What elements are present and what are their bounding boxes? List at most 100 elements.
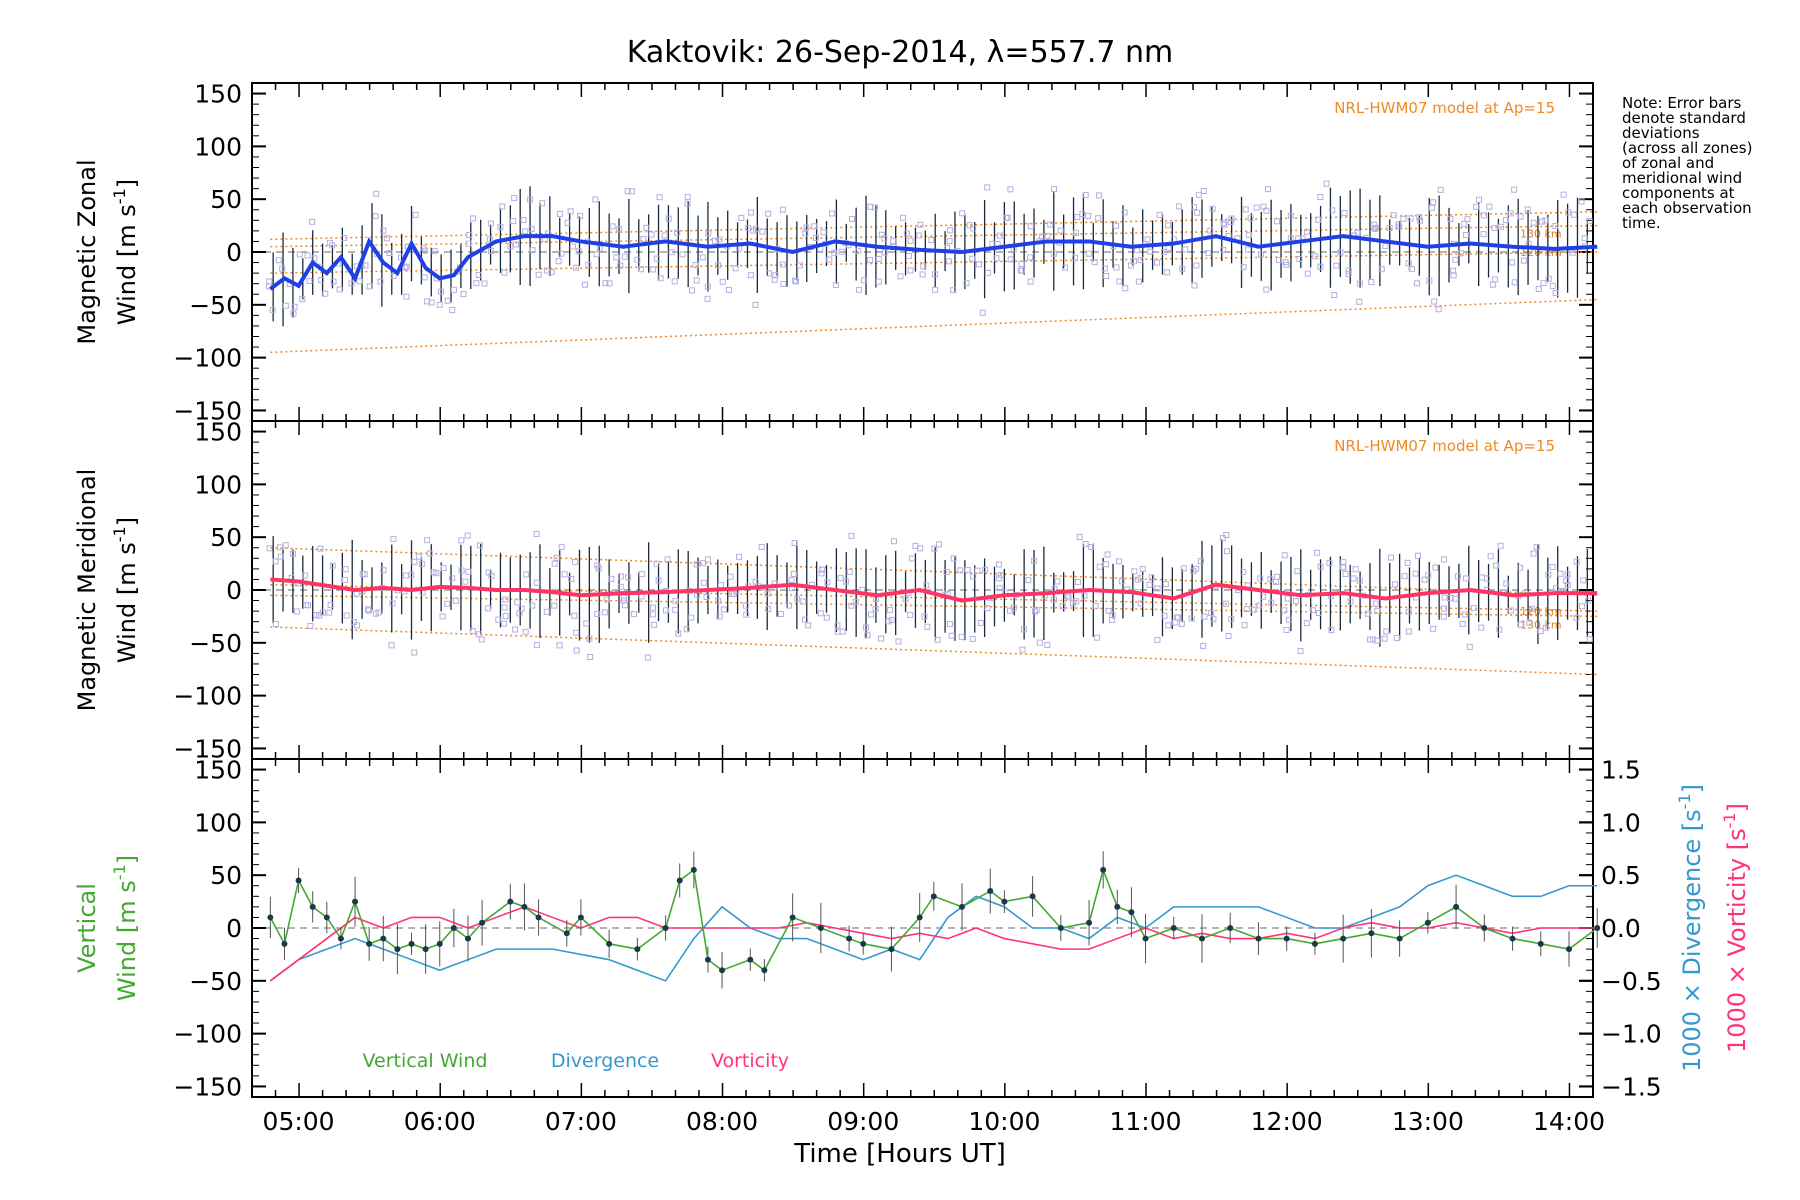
zone-point [1412, 570, 1419, 577]
zone-point [522, 228, 529, 235]
zone-point [917, 545, 924, 552]
zone-point [890, 538, 897, 545]
zone-point [1578, 603, 1585, 610]
zone-point [1440, 605, 1447, 612]
zone-point [304, 602, 311, 609]
zone-point [1586, 636, 1593, 643]
zone-point [1503, 580, 1510, 587]
zone-point [970, 573, 977, 580]
zone-point [1372, 600, 1379, 607]
zone-point [649, 604, 656, 611]
zone-point [469, 628, 476, 635]
zone-point [935, 541, 942, 548]
zone-point [581, 281, 588, 288]
zone-point [1025, 577, 1032, 584]
vertical-wind-point [408, 940, 415, 947]
zone-point [329, 562, 336, 569]
vertical-wind-point [789, 914, 796, 921]
zone-point [1390, 212, 1397, 219]
zone-point [1331, 292, 1338, 299]
zone-point [1256, 602, 1263, 609]
zone-point [1552, 290, 1559, 297]
zone-point [449, 575, 456, 582]
zone-point [715, 597, 722, 604]
zone-point [1115, 558, 1122, 565]
zone-point [458, 567, 465, 574]
zone-point [1369, 636, 1376, 643]
zone-point [1294, 568, 1301, 575]
zone-point [433, 570, 440, 577]
zone-point [824, 579, 831, 586]
zone-point [648, 231, 655, 238]
vertical-wind-point [846, 935, 853, 942]
zone-point [1297, 648, 1304, 655]
zone-point [839, 628, 846, 635]
zone-point [1154, 259, 1161, 266]
zone-point [856, 286, 863, 293]
zone-point [946, 238, 953, 245]
zone-point [969, 635, 976, 642]
zone-point [1329, 207, 1336, 214]
zone-point [1220, 220, 1227, 227]
y2-tick-label: 1.0 [1601, 808, 1641, 837]
vertical-wind-point [1100, 866, 1107, 873]
zone-point [380, 227, 387, 234]
zone-point [791, 540, 798, 547]
vertical-wind-point [634, 946, 641, 953]
zone-point [1044, 232, 1051, 239]
x-tick-label: 12:00 [1251, 1107, 1323, 1136]
zone-point [350, 619, 357, 626]
y-axis-label: Vertical [73, 883, 101, 973]
x-tick-label: 09:00 [827, 1107, 899, 1136]
zone-point [556, 642, 563, 649]
zone-point [1564, 571, 1571, 578]
zone-point [630, 611, 637, 618]
zone-point [848, 215, 855, 222]
zone-point [1492, 276, 1499, 283]
zone-point [907, 611, 914, 618]
zone-point [1253, 204, 1260, 211]
zone-point [551, 560, 558, 567]
y2-tick-label: 1.5 [1601, 756, 1641, 785]
zone-point [275, 257, 282, 264]
vertical-wind-point [1001, 898, 1008, 905]
zone-point [1565, 209, 1572, 216]
zone-point [1578, 198, 1585, 205]
vertical-wind-point [959, 903, 966, 910]
zone-point [875, 255, 882, 262]
vertical-wind-point [606, 940, 613, 947]
zone-point [577, 212, 584, 219]
zone-point [867, 256, 874, 263]
zone-point [1437, 186, 1444, 193]
zone-point [342, 566, 349, 573]
zone-point [984, 269, 991, 276]
zone-point [887, 606, 894, 613]
note-line: meridional wind [1622, 169, 1742, 187]
zone-point [1356, 298, 1363, 305]
zone-point [1585, 597, 1592, 604]
zone-point [1352, 566, 1359, 573]
note-line: Note: Error bars [1622, 94, 1742, 112]
zone-point [692, 262, 699, 269]
zone-point [1381, 635, 1388, 642]
zone-point [403, 263, 410, 270]
zone-point [569, 243, 576, 250]
zone-point [1540, 280, 1547, 287]
zone-point [790, 570, 797, 577]
zone-point [996, 585, 1003, 592]
zone-point [564, 219, 571, 226]
zone-point [834, 622, 841, 629]
zone-point [529, 247, 536, 254]
zone-point [307, 622, 314, 629]
zone-point [1209, 205, 1216, 212]
zone-point [881, 249, 888, 256]
zone-point [905, 253, 912, 260]
zone-point [1200, 187, 1207, 194]
zone-point [462, 578, 469, 585]
vertical-wind-point [817, 925, 824, 931]
zone-point [1076, 534, 1083, 541]
zone-point [1563, 578, 1570, 585]
vertical-wind-point [1396, 935, 1403, 942]
zone-point [497, 224, 504, 231]
zone-point [311, 255, 318, 262]
